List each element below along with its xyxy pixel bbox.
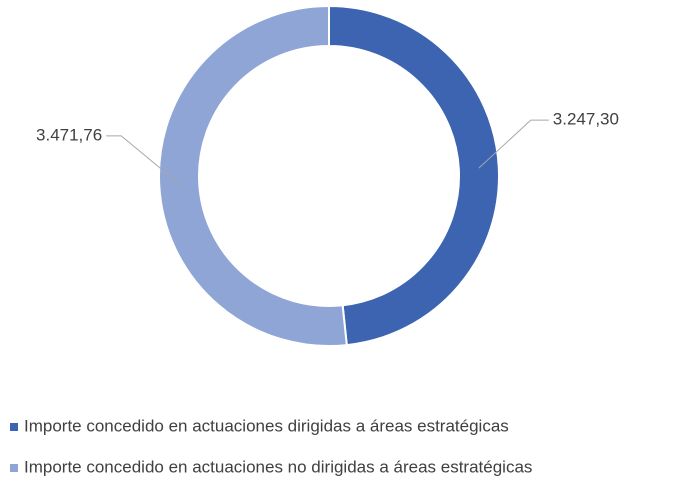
legend-label: Importe concedido en actuaciones no diri… <box>24 457 532 476</box>
legend-label: Importe concedido en actuaciones dirigid… <box>24 416 509 435</box>
leader-line <box>478 119 549 169</box>
legend-swatch <box>10 464 18 472</box>
data-label: 3.471,76 <box>36 125 102 144</box>
donut-segment <box>328 4 500 347</box>
legend-swatch <box>10 423 18 431</box>
leader-line <box>106 135 180 185</box>
donut-segment <box>158 4 348 347</box>
data-label: 3.247,30 <box>553 110 619 129</box>
